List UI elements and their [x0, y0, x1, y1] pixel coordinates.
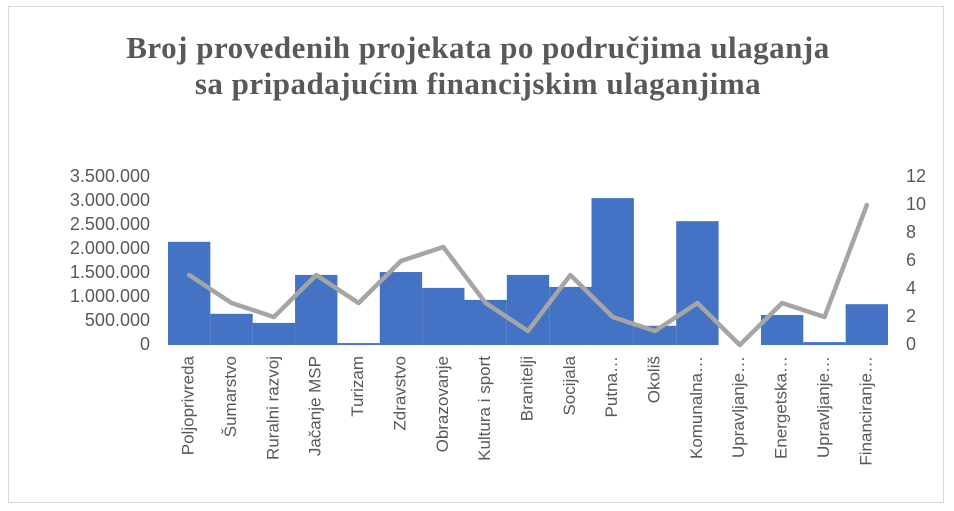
x-tick-label: Upravljanje… — [729, 356, 748, 458]
bar — [210, 313, 253, 345]
bar — [845, 304, 888, 345]
y2-tick-label: 0 — [906, 334, 916, 354]
y-tick-label: 2.500.000 — [70, 214, 150, 234]
x-tick-label: Financiranje… — [856, 356, 875, 466]
x-tick-label: Branitelji — [517, 356, 536, 421]
bar — [676, 221, 719, 345]
x-tick-label: Putna… — [602, 356, 621, 417]
x-tick-label: Kultura i sport — [475, 356, 494, 461]
bar — [464, 299, 507, 345]
x-tick-label: Turizam — [348, 356, 367, 417]
y2-tick-label: 12 — [906, 166, 926, 186]
y-tick-label: 1.500.000 — [70, 262, 150, 282]
y-tick-label: 1.000.000 — [70, 286, 150, 306]
x-tick-label: Šumarstvo — [221, 356, 240, 437]
x-tick-label: Komunalna… — [687, 356, 706, 459]
y2-tick-label: 2 — [906, 306, 916, 326]
y-tick-label: 0 — [140, 334, 150, 354]
bar — [803, 342, 846, 345]
chart-title: Broj provedenih projekata po područjima … — [126, 30, 830, 101]
y-tick-label: 2.000.000 — [70, 238, 150, 258]
x-tick-label: Obrazovanje — [433, 356, 452, 452]
x-tick-label: Ruralni razvoj — [263, 356, 282, 460]
bar — [422, 287, 465, 345]
y-tick-label: 3.500.000 — [70, 166, 150, 186]
line — [186, 202, 870, 348]
x-tick-label: Zdravstvo — [390, 356, 409, 431]
x-tick-label: Energetska… — [772, 356, 791, 459]
y2-tick-label: 4 — [906, 278, 916, 298]
x-tick-label: Jačanje MSP — [306, 356, 325, 456]
y-tick-label: 3.000.000 — [70, 190, 150, 210]
x-tick-label: Upravljanje… — [814, 356, 833, 458]
bar — [633, 325, 677, 345]
x-tick-label: Poljoprivreda — [179, 355, 198, 455]
bar — [252, 322, 296, 345]
bar — [168, 241, 211, 345]
x-tick-label: Socijala — [560, 355, 579, 415]
chart-frame — [8, 6, 944, 503]
x-tick-label: Okoliš — [645, 356, 664, 403]
y2-tick-label: 8 — [906, 222, 916, 242]
y2-tick-label: 6 — [906, 250, 916, 270]
y2-tick-label: 10 — [906, 194, 926, 214]
bar — [379, 272, 423, 345]
bar — [337, 343, 380, 345]
y-tick-label: 500.000 — [85, 310, 150, 330]
